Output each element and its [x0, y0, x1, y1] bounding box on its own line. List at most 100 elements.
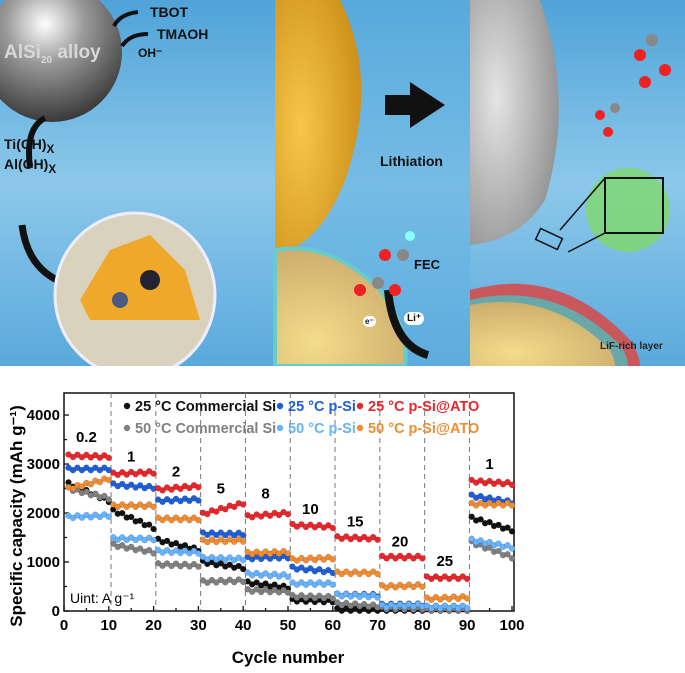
data-point: [329, 581, 337, 589]
data-point: [351, 591, 359, 598]
data-point: [508, 502, 516, 509]
legend-marker: [276, 402, 284, 410]
al-hydroxide-sub: X: [48, 162, 57, 176]
data-point: [150, 550, 157, 557]
x-tick-label: 70: [369, 617, 386, 634]
data-point: [177, 485, 184, 493]
lithiated-sphere: [470, 0, 559, 245]
data-point: [504, 542, 511, 549]
unit-note: Uint: A g⁻¹: [70, 590, 135, 606]
data-point: [78, 483, 86, 490]
data-point: [253, 579, 260, 586]
data-point: [463, 605, 471, 612]
al-hydroxide-text: Al(OH): [4, 156, 49, 172]
data-point: [87, 481, 95, 488]
data-point: [235, 562, 242, 570]
data-point: [504, 524, 511, 531]
data-point: [222, 505, 229, 513]
data-point: [495, 521, 502, 529]
data-point: [127, 481, 135, 488]
current-density-label: 0.2: [76, 429, 97, 446]
data-point: [468, 513, 475, 520]
current-density-label: 20: [392, 533, 409, 550]
data-point: [101, 492, 108, 500]
y-tick-label: 1000: [27, 554, 60, 571]
data-point: [145, 482, 153, 490]
arrow-icon: [18, 224, 59, 284]
data-point: [239, 557, 247, 564]
y-tick-label: 3000: [27, 456, 60, 473]
ti-hydroxide-sub: X: [46, 142, 55, 156]
x-tick-label: 80: [414, 617, 431, 634]
current-density-label: 10: [302, 501, 319, 518]
data-point: [87, 514, 95, 521]
fec-molecule: [595, 34, 671, 137]
synthesis-illustration: AlSi20 alloy TBOT TMAOH OH⁻ Ti(OH)X Al(O…: [0, 0, 685, 379]
data-point: [468, 491, 475, 498]
legend-label: 50 °C p-Si@ATO: [368, 421, 479, 437]
data-point: [280, 571, 287, 578]
data-point: [369, 601, 377, 608]
y-tick-label: 4000: [27, 407, 60, 424]
data-point: [302, 557, 310, 564]
data-point: [127, 513, 135, 521]
data-point: [468, 476, 475, 484]
x-tick-label: 40: [235, 617, 252, 634]
data-point: [320, 556, 328, 563]
data-point: [262, 570, 269, 577]
data-point: [486, 538, 493, 546]
data-point: [325, 522, 332, 529]
data-point: [311, 556, 319, 564]
panel-right: [470, 0, 671, 366]
fec-molecule: [354, 231, 415, 296]
sand-particle: [273, 246, 408, 368]
data-point: [284, 510, 292, 518]
data-point: [307, 521, 314, 528]
data-point: [150, 503, 157, 511]
data-point: [163, 537, 171, 545]
data-point: [334, 599, 341, 606]
data-point: [316, 521, 323, 529]
data-point: [145, 521, 153, 528]
data-point: [504, 551, 511, 558]
data-point: [360, 591, 368, 598]
data-point: [289, 563, 296, 570]
legend-marker: [123, 424, 131, 432]
data-point: [374, 570, 381, 578]
porous-core: [80, 235, 200, 320]
legend-label: 50 °C Commercial Si: [135, 421, 276, 437]
data-point: [186, 497, 193, 505]
data-point: [150, 470, 157, 477]
data-point: [168, 498, 175, 505]
data-point: [195, 516, 202, 524]
data-point: [217, 560, 225, 567]
data-point: [118, 480, 126, 488]
series-50-c-p-si: [65, 511, 516, 612]
data-point: [136, 482, 144, 489]
data-point: [92, 490, 99, 498]
data-point: [172, 539, 180, 547]
data-point: [118, 542, 126, 549]
data-point: [239, 501, 247, 508]
current-density-label: 5: [217, 480, 225, 497]
data-point: [262, 580, 269, 587]
current-density-label: 15: [347, 514, 364, 531]
data-point: [150, 525, 157, 533]
alloy-label-tail: alloy: [52, 42, 101, 63]
legend-label: 25 °C p-Si: [288, 399, 356, 415]
data-point: [419, 583, 426, 591]
x-tick-label: 50: [280, 617, 297, 634]
x-tick-label: 90: [459, 617, 476, 634]
data-point: [159, 498, 166, 506]
data-point: [508, 545, 516, 552]
current-density-label: 1: [485, 456, 493, 473]
data-point: [486, 518, 493, 526]
data-point: [468, 535, 475, 542]
data-point: [369, 591, 377, 599]
data-point: [239, 532, 247, 539]
data-point: [177, 497, 184, 505]
data-point: [239, 538, 247, 545]
y-tick-label: 2000: [27, 505, 60, 522]
legend-marker: [276, 424, 284, 432]
data-point: [463, 595, 471, 602]
